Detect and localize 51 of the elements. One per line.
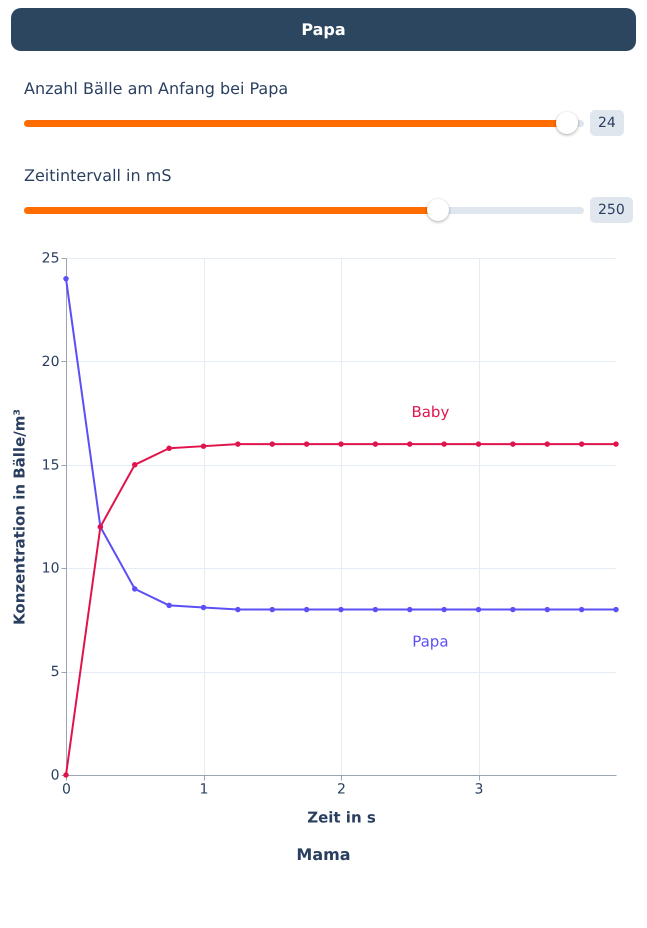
text: Zeitintervall in mS: [24, 166, 172, 185]
point: [510, 441, 516, 447]
x-tick-label: 0: [62, 782, 71, 798]
slider: 250: [24, 197, 647, 223]
point: [578, 606, 584, 612]
point: [338, 606, 344, 612]
point: [200, 604, 206, 610]
point: [441, 441, 447, 447]
point: [338, 441, 344, 447]
point: [166, 602, 172, 608]
point: [441, 606, 447, 612]
point: [270, 606, 275, 612]
text: Anzahl Bälle am Anfang bei Papa: [24, 79, 290, 98]
point: [304, 606, 310, 612]
point: [270, 441, 275, 447]
point: [544, 606, 550, 612]
point: [235, 606, 241, 612]
y-tick-label: 20: [42, 354, 60, 370]
point: [510, 606, 516, 612]
text: Mama: [295, 845, 352, 864]
point: [166, 446, 172, 451]
point: [407, 441, 412, 447]
point: [372, 606, 378, 612]
x-tick-label: 1: [200, 782, 208, 798]
point: [476, 441, 482, 447]
slider: 24: [24, 110, 647, 136]
y-tick-label: 10: [42, 560, 60, 577]
point: [304, 441, 310, 447]
y-tick-label: 25: [42, 250, 60, 266]
x-tick-label: 3: [474, 782, 484, 798]
chart-title: Papa: [11, 8, 636, 51]
point: [407, 606, 412, 612]
point: [63, 276, 69, 282]
y-tick-label: 5: [50, 664, 60, 680]
series-label: Baby: [411, 403, 450, 422]
point: [613, 606, 619, 612]
y-tick-label: 0: [50, 768, 60, 784]
x-tick-label: 2: [337, 782, 346, 798]
y-tick-label: 15: [42, 457, 60, 474]
point: [578, 441, 584, 447]
point: [544, 441, 550, 447]
x-axis-title: Zeit in s: [307, 808, 376, 826]
point: [235, 441, 241, 447]
point: [372, 441, 378, 447]
y-axis-title: Konzentration in Bälle/m³: [10, 409, 29, 625]
point: [613, 441, 619, 447]
point: [132, 586, 138, 592]
point: [132, 462, 138, 468]
point: [476, 606, 482, 612]
series-label: Papa: [412, 632, 449, 651]
point: [200, 443, 206, 449]
